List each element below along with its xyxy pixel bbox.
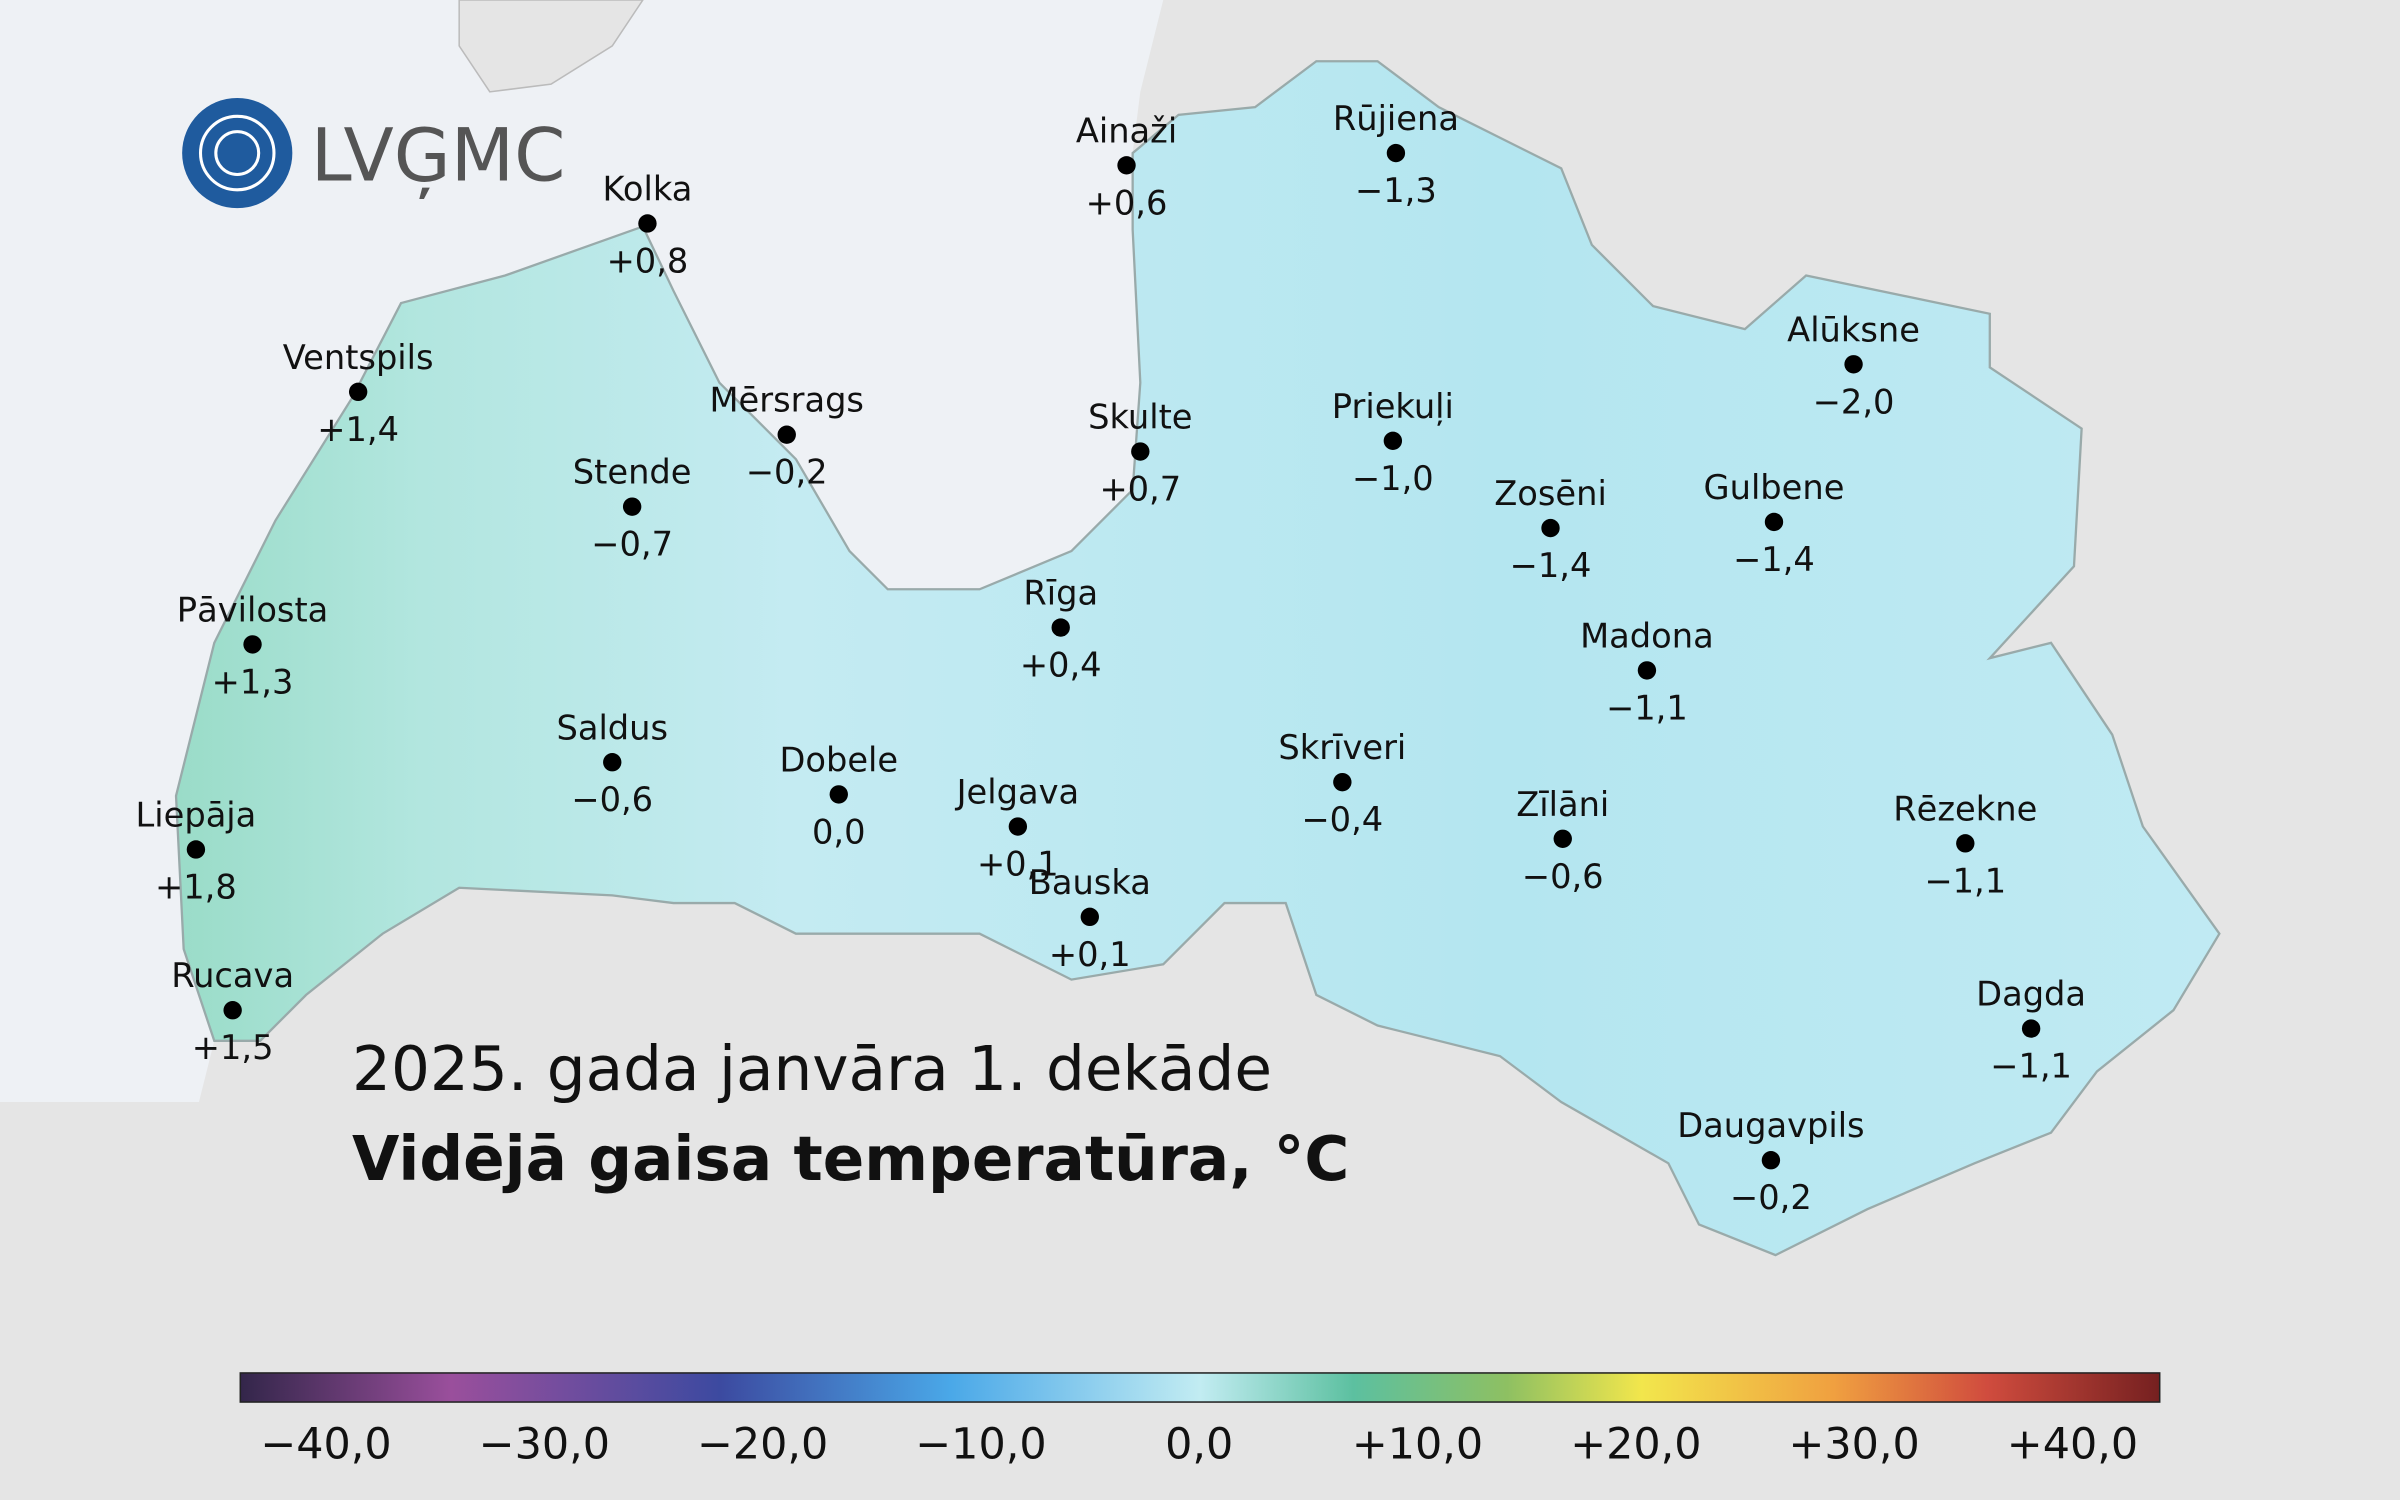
station-value: −0,2 xyxy=(1730,1178,1812,1217)
station-dot xyxy=(603,753,622,772)
station-value: +0,1 xyxy=(977,845,1059,884)
station-value: −1,4 xyxy=(1733,540,1815,579)
legend-tick: +30,0 xyxy=(1788,1420,1919,1470)
station-value: −0,6 xyxy=(571,780,653,819)
station-dot xyxy=(622,497,642,516)
station-name: Ventspils xyxy=(283,338,434,377)
title: 2025. gada janvāra 1. dekāde xyxy=(352,1034,1272,1105)
station-name: Daugavpils xyxy=(1677,1106,1864,1145)
legend-tick: −40,0 xyxy=(260,1420,391,1470)
station-value: −1,4 xyxy=(1510,546,1592,585)
station-dot xyxy=(2021,1019,2041,1038)
station-dot xyxy=(1383,431,1403,450)
station-value: +0,8 xyxy=(607,241,689,280)
station-dot xyxy=(829,785,848,804)
station-name: Gulbene xyxy=(1704,468,1845,507)
station-name: Priekuļi xyxy=(1332,387,1454,426)
station-dot xyxy=(1080,907,1099,927)
station-value: 0,0 xyxy=(812,812,866,851)
station-value: +0,1 xyxy=(1049,935,1131,974)
station-dot xyxy=(777,425,796,444)
station-dot xyxy=(223,1001,242,1020)
station-dot xyxy=(1117,156,1136,175)
station-name: Rīga xyxy=(1023,574,1098,613)
station-value: +1,3 xyxy=(212,662,294,701)
legend-tick: +10,0 xyxy=(1352,1420,1483,1470)
station-dot xyxy=(1051,618,1070,637)
legend-tick: +20,0 xyxy=(1570,1420,1701,1470)
sea xyxy=(0,0,1164,1103)
station-dot xyxy=(1541,518,1560,538)
station-value: −1,0 xyxy=(1352,459,1434,498)
logo-mark xyxy=(214,130,261,177)
station-value: −1,1 xyxy=(1606,688,1688,727)
legend-tick: −20,0 xyxy=(697,1420,828,1470)
legend-tick: −30,0 xyxy=(479,1420,610,1470)
station-dot xyxy=(1637,661,1657,680)
logo-text: LVĢMC xyxy=(311,114,566,199)
station-name: Saldus xyxy=(556,708,668,747)
station-name: Stende xyxy=(573,453,692,492)
station-name: Madona xyxy=(1580,616,1714,655)
legend-tick: −10,0 xyxy=(915,1420,1046,1470)
station-value: +0,6 xyxy=(1086,183,1168,222)
station-name: Dagda xyxy=(1976,975,2086,1014)
station-dot xyxy=(1131,442,1150,461)
station-value: −1,1 xyxy=(1924,861,2006,900)
station-name: Rucava xyxy=(171,956,294,995)
station-name: Liepāja xyxy=(136,796,257,835)
logo-mark xyxy=(182,97,293,209)
station-dot xyxy=(1333,772,1352,792)
station-name: Skrīveri xyxy=(1278,728,1406,767)
station-dot xyxy=(348,382,368,402)
station-value: +1,8 xyxy=(155,867,237,906)
station-name: Rūjiena xyxy=(1333,99,1459,138)
station-dot xyxy=(638,214,657,233)
station-dot xyxy=(1008,817,1028,836)
station-name: Zosēni xyxy=(1494,474,1607,513)
station-dot xyxy=(1764,512,1784,532)
station-value: +0,7 xyxy=(1099,470,1181,509)
station-dot xyxy=(1956,834,1975,853)
legend-tick: +40,0 xyxy=(2007,1420,2138,1470)
station-name: Zīlāni xyxy=(1516,785,1609,824)
station-value: −1,1 xyxy=(1990,1047,2072,1086)
station-name: Kolka xyxy=(603,170,693,209)
station-dot xyxy=(1844,355,1863,374)
station-value: +0,4 xyxy=(1020,646,1102,685)
station-name: Dobele xyxy=(779,740,898,779)
color-bar xyxy=(239,1372,2161,1403)
station-dot xyxy=(186,840,206,859)
station-value: −0,7 xyxy=(591,525,673,564)
subtitle: Vidējā gaisa temperatūra, °C xyxy=(352,1124,1349,1195)
station-name: Jelgava xyxy=(955,773,1080,812)
station-name: Ainaži xyxy=(1076,111,1177,150)
station-name: Rēzekne xyxy=(1893,789,2037,828)
station-value: −0,4 xyxy=(1301,800,1383,839)
latvia xyxy=(174,60,2221,1257)
station-name: Skulte xyxy=(1088,398,1192,437)
logo-mark xyxy=(198,114,276,192)
station-value: −1,3 xyxy=(1355,171,1437,210)
station-dot xyxy=(1386,143,1406,163)
station-name: Pāvilosta xyxy=(177,590,329,629)
station-name: Bauska xyxy=(1029,863,1151,902)
station-value: −2,0 xyxy=(1813,382,1895,421)
legend-tick: 0,0 xyxy=(1165,1420,1233,1470)
station-value: +1,4 xyxy=(317,410,399,449)
station-value: −0,6 xyxy=(1522,857,1604,896)
station-value: −0,2 xyxy=(746,453,828,492)
station-dot xyxy=(243,635,262,654)
station-dot xyxy=(1761,1151,1781,1170)
island xyxy=(458,0,644,93)
station-dot xyxy=(1553,829,1572,848)
station-name: Mērsrags xyxy=(709,381,863,420)
station-value: +1,5 xyxy=(192,1028,274,1067)
station-name: Alūksne xyxy=(1787,310,1920,349)
